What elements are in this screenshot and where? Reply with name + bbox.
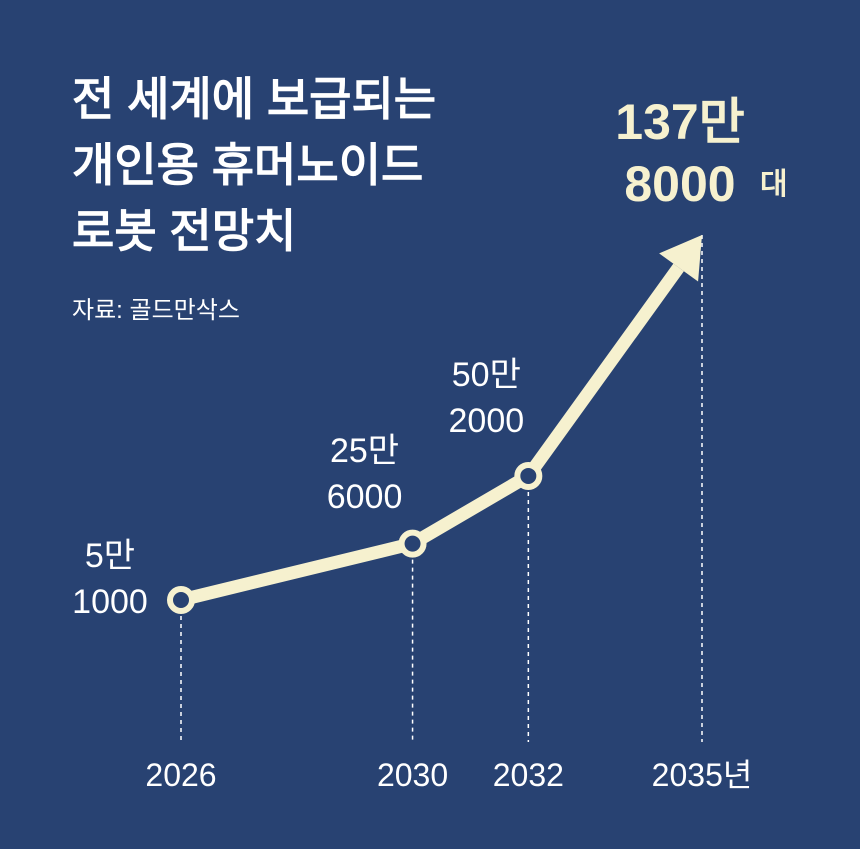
- value-label: 137만 8000: [615, 94, 745, 212]
- point: [398, 529, 427, 558]
- point: [167, 586, 195, 614]
- value-label: 25만 6000: [326, 431, 403, 516]
- source: 자료: 골드만삭스: [72, 297, 240, 324]
- line: [179, 263, 684, 607]
- x-tick-label: 2032: [493, 757, 564, 793]
- x-tick-label: 2026: [145, 757, 216, 793]
- title: 전 세계에 보급되는 개인용 휴머노이드 로봇 전망치: [72, 73, 437, 257]
- x-tick-label: 2030: [377, 757, 448, 793]
- value-label: 5만 1000: [72, 537, 148, 621]
- point: [514, 461, 543, 490]
- arrow-head: [659, 235, 702, 282]
- value-label: 50만 2000: [448, 355, 525, 440]
- x-tick-label: 2035년: [652, 757, 753, 793]
- value-unit: 대: [760, 168, 788, 201]
